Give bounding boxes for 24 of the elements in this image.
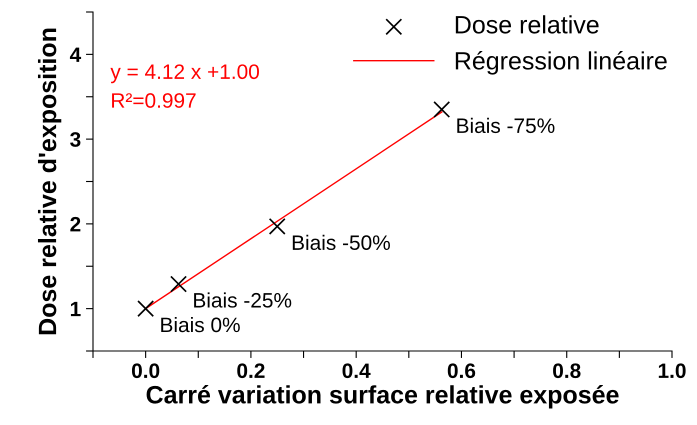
point: [170, 276, 187, 292]
legend-label: Dose relative: [456, 15, 599, 34]
annotation: R²=0.997: [112, 93, 196, 108]
x-tick-label: 0.6: [448, 363, 476, 378]
annotation: y = 4.12 x +1.00: [110, 64, 259, 84]
x-tick-label: 0.4: [342, 363, 371, 378]
x-tick-label: 0.2: [237, 363, 265, 378]
point: [268, 218, 286, 235]
annotation: Biais -75%: [457, 118, 554, 134]
y-tick-label: 4: [70, 48, 82, 62]
y-tick-label: 2: [70, 216, 80, 232]
y-tick-label: 3: [70, 132, 80, 147]
x-tick-label: 0.8: [553, 363, 581, 378]
annotation: Biais 0%: [161, 316, 240, 332]
legend-label: Régression linéaire: [456, 51, 667, 75]
x-tick-label: 0.0: [132, 363, 160, 378]
point: [433, 101, 450, 118]
y-tick-label: 1: [70, 302, 81, 316]
y-axis-title: Dose relative d'exposition: [38, 28, 62, 334]
point: [137, 300, 154, 318]
x-tick-label: 1.0: [658, 363, 686, 378]
annotation: Biais -25%: [194, 292, 292, 308]
annotation: Biais -50%: [292, 234, 390, 250]
x-axis-title: Carré variation surface relative exposée: [146, 385, 619, 409]
